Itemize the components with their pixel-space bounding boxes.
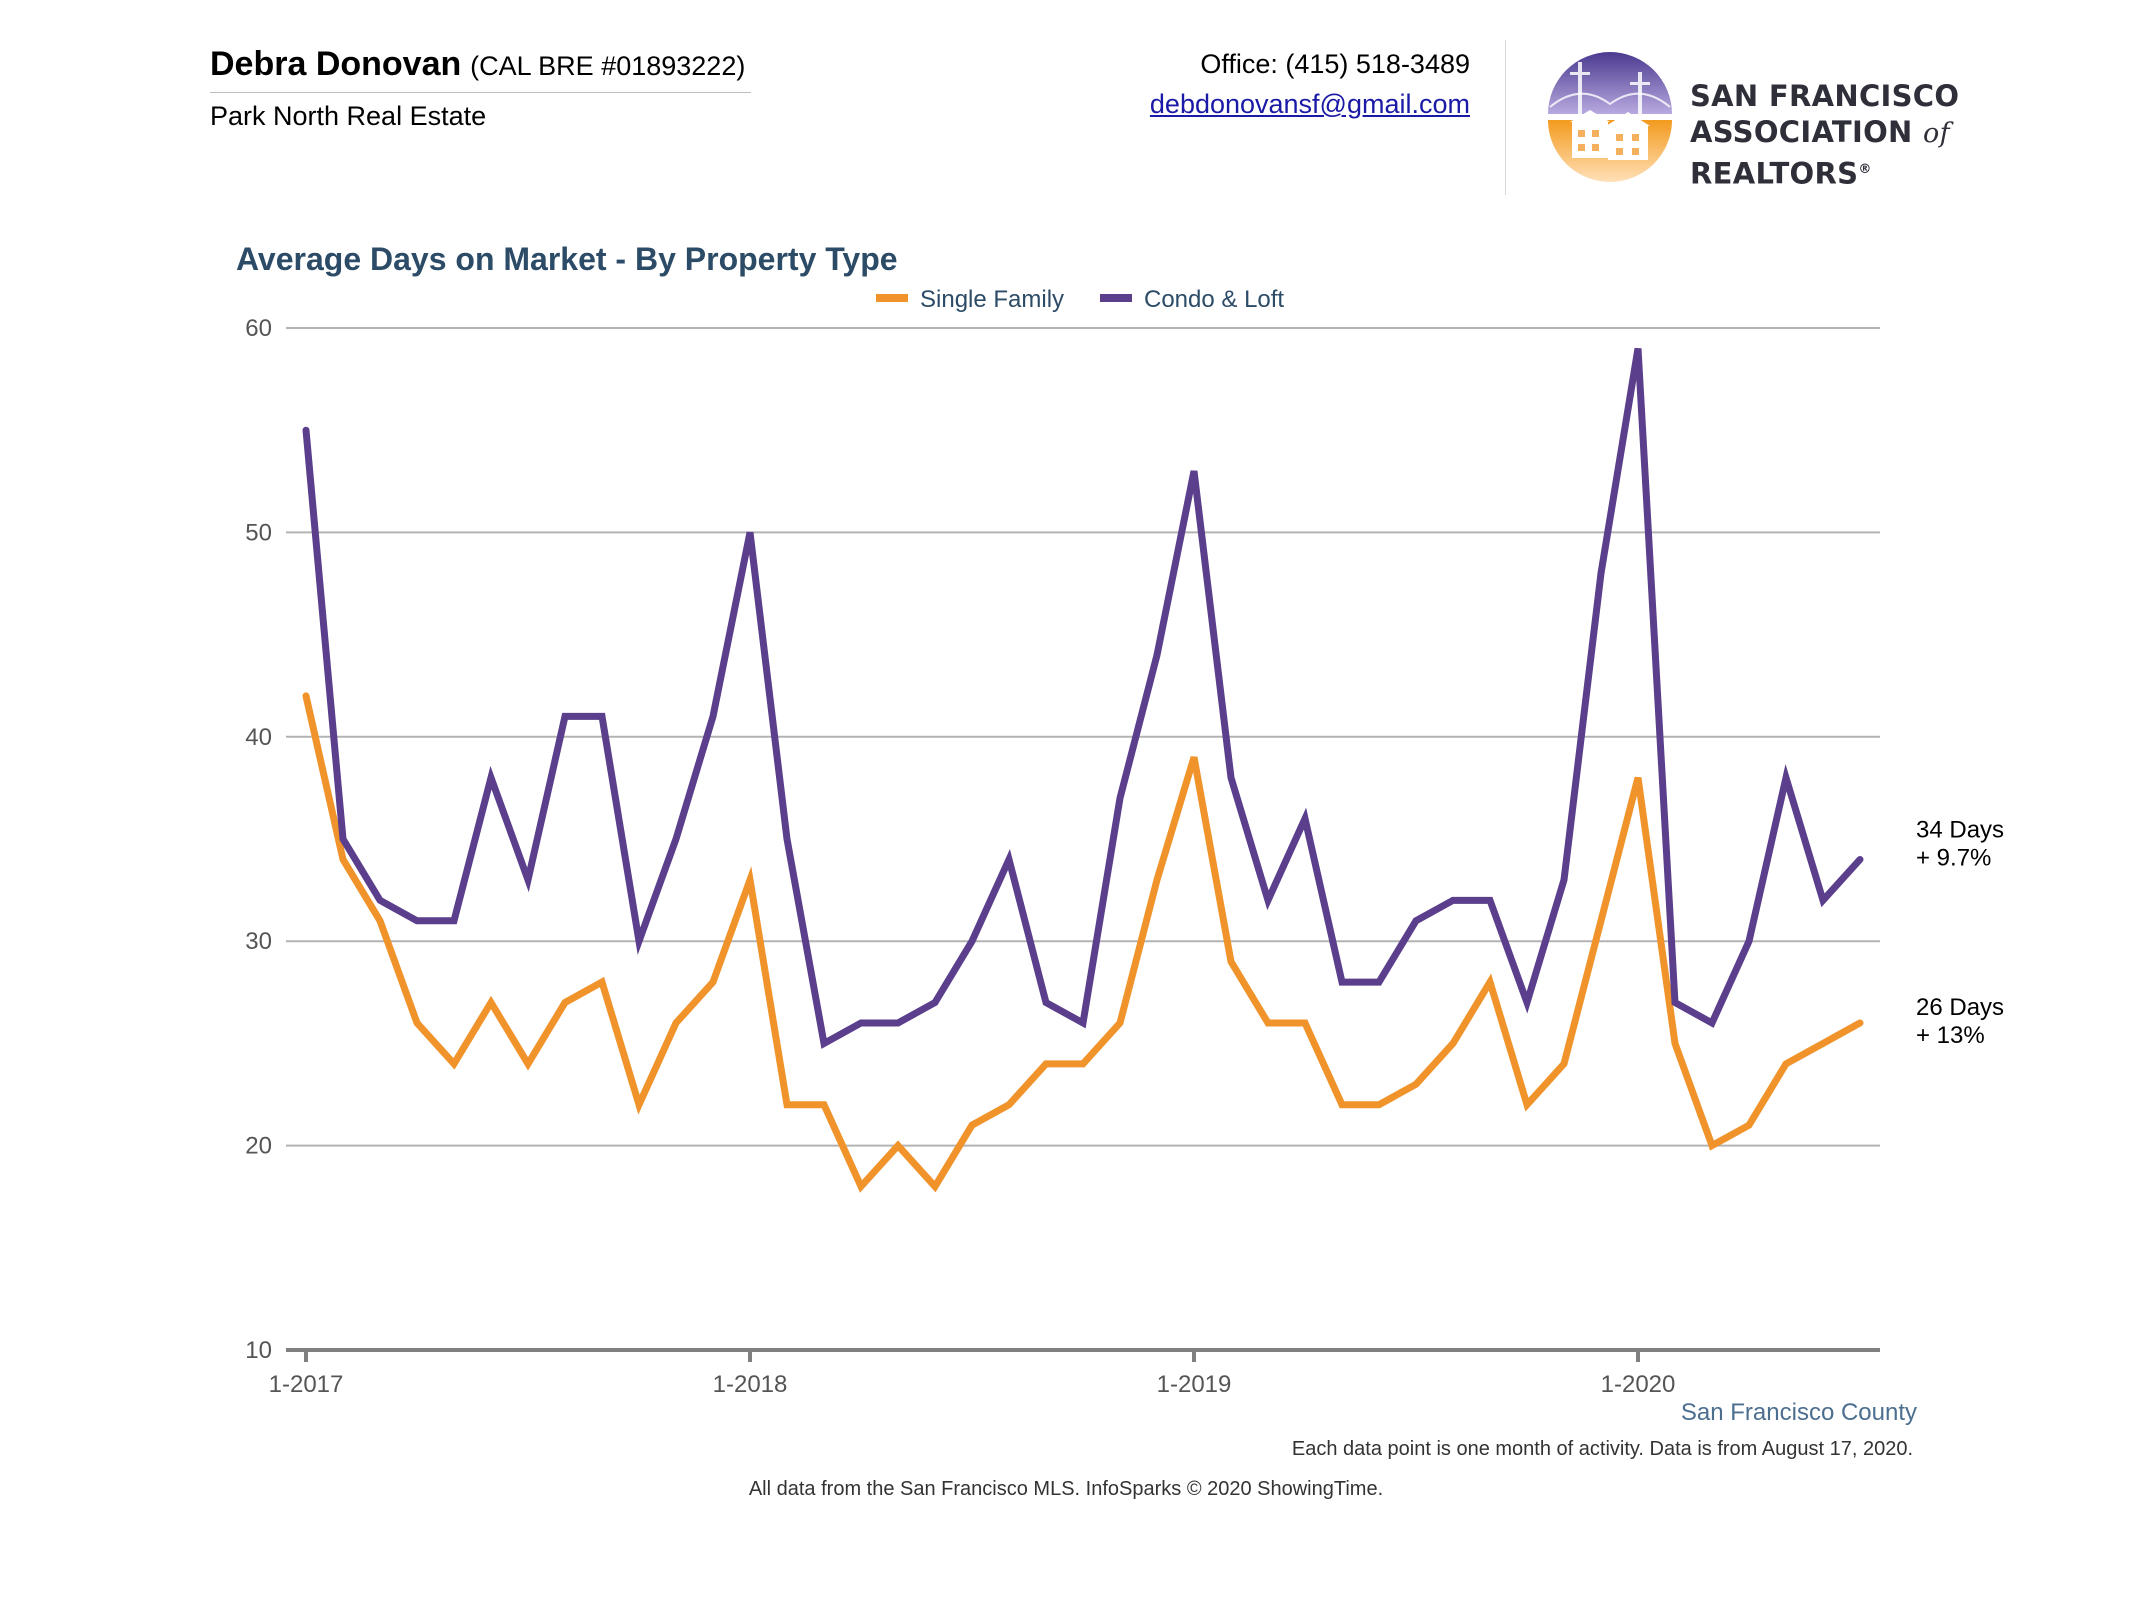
data-source: All data from the San Francisco MLS. Inf… xyxy=(749,1478,1383,1500)
y-tick-label-30: 30 xyxy=(245,928,272,955)
agent-name-line: Debra Donovan (CAL BRE #01893222) xyxy=(210,44,752,93)
x-axis: 1-2017 1-2018 1-2019 1-2020 xyxy=(269,1348,1880,1398)
chart-legend: Single Family Condo & Loft xyxy=(876,286,1284,313)
legend-label-0: Single Family xyxy=(920,286,1064,313)
x-tick-label-1-2017: 1-2017 xyxy=(269,1371,344,1398)
end-labels: 26 Days+ 13% 34 Days+ 9.7% xyxy=(1916,816,2004,1049)
end-label-days-0: 26 Days xyxy=(1916,994,2004,1021)
association-name: SAN FRANCISCO ASSOCIATION of REALTORS® xyxy=(1690,78,2134,192)
y-tick-label-20: 20 xyxy=(245,1133,272,1160)
legend-label-1: Condo & Loft xyxy=(1144,286,1284,313)
chart-title: Average Days on Market - By Property Typ… xyxy=(236,241,898,277)
x-tick-label-1-2020: 1-2020 xyxy=(1601,1371,1676,1398)
end-label-change-1: + 9.7% xyxy=(1916,844,1991,871)
data-note: Each data point is one month of activity… xyxy=(1292,1438,1913,1460)
series-line-single-family xyxy=(302,692,1864,1193)
y-tick-label-40: 40 xyxy=(245,724,272,751)
association-logo-icon xyxy=(1548,52,1672,182)
series-lines xyxy=(302,347,1864,1193)
y-tick-label-60: 60 xyxy=(245,315,272,342)
header-divider xyxy=(1505,40,1506,195)
association-line-2: ASSOCIATION of REALTORS® xyxy=(1690,114,2134,192)
x-tick-label-1-2018: 1-2018 xyxy=(713,1371,788,1398)
end-label-change-0: + 13% xyxy=(1916,1022,1985,1049)
region-label: San Francisco County xyxy=(1681,1399,1917,1426)
agent-info: Debra Donovan (CAL BRE #01893222) Park N… xyxy=(210,44,752,132)
association-line-1: SAN FRANCISCO xyxy=(1690,79,1960,113)
email-link[interactable]: debdonovansf@gmail.com xyxy=(1149,89,1470,119)
contact-info: Office: (415) 518-3489 debdonovansf@gmai… xyxy=(1150,44,1470,124)
association-realtors: REALTORS xyxy=(1690,156,1859,191)
agent-license: (CAL BRE #01893222) xyxy=(470,51,746,81)
agent-name: Debra Donovan xyxy=(210,45,462,83)
y-tick-label-10: 10 xyxy=(245,1337,272,1364)
registered-mark: ® xyxy=(1858,162,1872,177)
brokerage-name: Park North Real Estate xyxy=(210,101,487,131)
y-axis-ticks: 10 20 30 40 50 60 xyxy=(245,315,272,1364)
series-line-condo-loft xyxy=(302,347,1864,1049)
y-tick-label-50: 50 xyxy=(245,519,272,546)
association-word: ASSOCIATION xyxy=(1690,115,1913,149)
association-of: of xyxy=(1923,118,1950,149)
office-phone: Office: (415) 518-3489 xyxy=(1200,49,1470,79)
grid-lines xyxy=(286,327,1880,1147)
x-tick-label-1-2019: 1-2019 xyxy=(1157,1371,1232,1398)
end-label-days-1: 34 Days xyxy=(1916,816,2004,843)
